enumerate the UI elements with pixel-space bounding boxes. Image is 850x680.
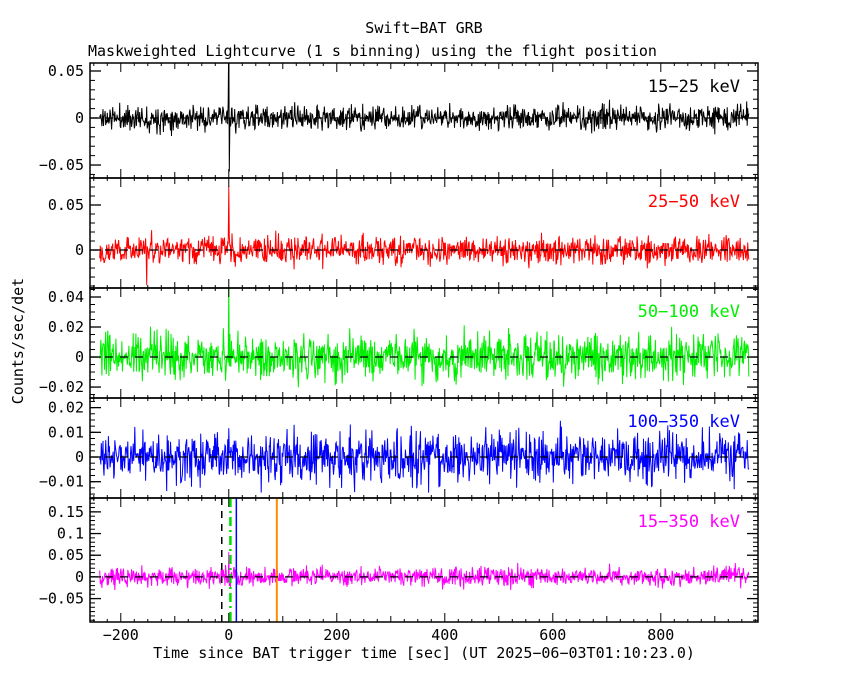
y-tick-label: 0 <box>75 241 84 259</box>
y-tick-label: 0.04 <box>48 288 84 306</box>
lightcurve-series-15−25keV <box>99 63 750 172</box>
y-tick-label: 0 <box>75 568 84 586</box>
y-tick-label: 0.05 <box>48 546 84 564</box>
y-tick-label: 0.05 <box>48 196 84 214</box>
x-tick-label: 0 <box>224 626 233 644</box>
x-tick-label: 400 <box>431 626 458 644</box>
y-axis-label: Counts/sec/det <box>9 277 27 405</box>
band-label: 25−50 keV <box>648 192 740 212</box>
band-label: 15−25 keV <box>648 77 740 97</box>
y-tick-label: −0.02 <box>39 378 84 396</box>
y-tick-label: −0.05 <box>39 156 84 174</box>
y-tick-label: 0.15 <box>48 503 84 521</box>
x-axis-label: Time since BAT trigger time [sec] (UT 20… <box>153 644 695 662</box>
y-tick-label: 0.02 <box>48 318 84 336</box>
y-tick-label: 0 <box>75 448 84 466</box>
band-label: 50−100 keV <box>638 302 740 322</box>
lightcurve-series-50−100keV <box>99 288 750 388</box>
x-tick-label: −200 <box>103 626 139 644</box>
band-label: 100−350 keV <box>627 412 740 432</box>
y-tick-label: 0 <box>75 109 84 127</box>
x-tick-label: 600 <box>539 626 566 644</box>
y-tick-label: −0.05 <box>39 590 84 608</box>
plot-title: Swift−BAT GRB <box>365 19 483 37</box>
lightcurve-series-15−350keV <box>99 552 750 591</box>
y-tick-label: 0.05 <box>48 62 84 80</box>
y-tick-label: 0.01 <box>48 423 84 441</box>
y-tick-label: 0 <box>75 348 84 366</box>
band-label: 15−350 keV <box>638 512 740 532</box>
y-tick-label: 0.02 <box>48 399 84 417</box>
y-tick-label: 0.1 <box>57 525 84 543</box>
plot-subtitle: Maskweighted Lightcurve (1 s binning) us… <box>88 42 657 60</box>
y-tick-label: −0.01 <box>39 473 84 491</box>
x-tick-label: 800 <box>647 626 674 644</box>
lightcurve-series-100−350keV <box>99 420 750 493</box>
x-tick-label: 200 <box>323 626 350 644</box>
